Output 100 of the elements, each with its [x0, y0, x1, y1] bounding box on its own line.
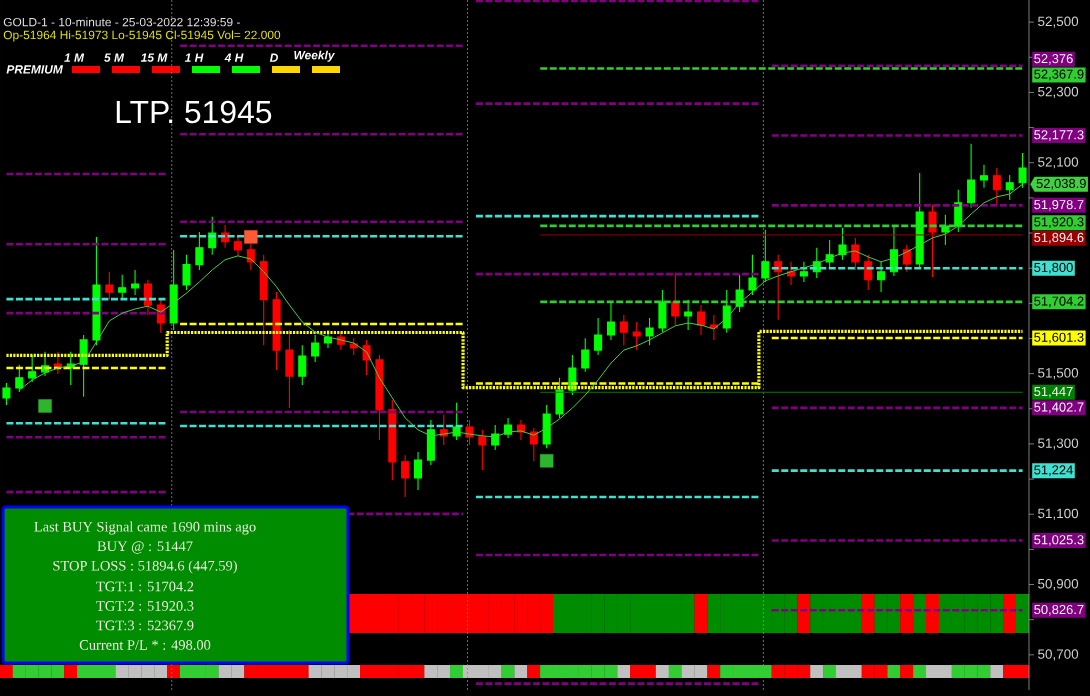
candlestick [851, 237, 860, 271]
candlestick [787, 261, 796, 286]
candlestick [2, 382, 11, 406]
data-label: 52,177.3 [1034, 130, 1084, 141]
candlestick [555, 377, 564, 419]
data-label: 51,978.7 [1034, 200, 1084, 211]
candlestick [208, 216, 217, 256]
y-tick-label: 51,300 [1038, 438, 1079, 450]
candlestick [761, 229, 770, 283]
text: PREMIUM [6, 65, 64, 74]
candlestick [594, 317, 603, 356]
annotation: STOP LOSS : 51894.6 (447.59) [53, 560, 237, 574]
candlestick [838, 227, 847, 261]
candlestick [928, 204, 937, 278]
candlestick [902, 244, 911, 273]
candlestick [388, 399, 397, 481]
data-label: 51,224 [1034, 465, 1073, 476]
candlestick [529, 427, 538, 462]
candlestick [131, 269, 140, 296]
candlestick [169, 249, 178, 331]
candlestick [105, 271, 114, 301]
candlestick [246, 243, 255, 271]
data-label: 52,367.9 [1034, 69, 1084, 81]
candlestick [671, 272, 680, 326]
candlestick [401, 454, 410, 498]
candlestick [28, 354, 37, 383]
annotation: TGT:2 : 51920.3 [96, 601, 194, 611]
candlestick [143, 279, 152, 316]
data-label: 51,402.7 [1034, 402, 1084, 414]
category-label: 1 H [184, 53, 204, 62]
point [38, 399, 52, 413]
category-label: 5 M [104, 53, 125, 62]
candlestick [375, 354, 384, 441]
y-tick-label: 52,100 [1038, 157, 1079, 169]
y-tick-label: 51,500 [1038, 368, 1079, 380]
candlestick [118, 274, 127, 299]
candlestick [452, 402, 461, 441]
candlestick [491, 424, 500, 451]
candlestick [684, 299, 693, 331]
category-label: 1 M [64, 53, 85, 62]
candlestick [92, 236, 101, 346]
y-tick-label: 52,500 [1038, 16, 1079, 28]
candlestick [658, 289, 667, 333]
y-tick-label: 50,900 [1038, 578, 1079, 591]
candlestick [311, 334, 320, 363]
candlestick [1005, 174, 1014, 201]
category-label: 4 H [224, 53, 244, 62]
annotation: LTP. 51945 [116, 100, 272, 124]
y-tick-label: 51,100 [1038, 508, 1079, 520]
candlestick [645, 317, 654, 346]
candlestick [323, 329, 333, 349]
candlestick [877, 261, 886, 293]
category-label: Weekly [294, 50, 335, 62]
data-label: 51,025.3 [1034, 535, 1084, 546]
y-tick-label: 50,700 [1038, 649, 1079, 661]
candlestick [889, 226, 898, 277]
candlestick [696, 304, 706, 336]
candlestick [465, 419, 474, 446]
data-label: 51,800 [1034, 262, 1073, 274]
candlestick [542, 404, 551, 449]
annotation: TGT:3 : 52367.9 [96, 620, 194, 631]
data-label: 52,376 [1034, 54, 1073, 65]
y-tick-label: 52,300 [1038, 86, 1079, 98]
candlestick [915, 172, 924, 269]
category-label: D [269, 53, 278, 62]
data-label: 52,038.9 [1036, 178, 1086, 190]
data-label: 51,920.3 [1034, 217, 1084, 228]
candlestick [799, 261, 808, 283]
data-label: 51,894.6 [1034, 232, 1084, 244]
data-label: 51,601.3 [1034, 332, 1084, 344]
candlestick [619, 314, 628, 346]
candlestick [735, 274, 744, 313]
candlestick [426, 419, 435, 466]
text: GOLD-1 - 10-minute - 25-03-2022 12:39:59 - [3, 17, 240, 27]
candlestick [606, 302, 615, 341]
candlestick [967, 143, 976, 209]
candlestick [581, 337, 590, 373]
annotation: Last BUY Signal came 1690 mins ago [34, 521, 256, 535]
candlestick [992, 167, 1001, 206]
annotation: Current P/L * : 498.00 [79, 640, 211, 650]
data-label: 51,704.2 [1034, 296, 1084, 308]
candlestick [941, 214, 950, 246]
candlestick [632, 321, 641, 351]
point [244, 230, 258, 244]
candlestick [272, 291, 281, 371]
candlestick [774, 254, 783, 321]
candlestick [722, 289, 731, 334]
candlestick [709, 314, 718, 341]
candlestick [15, 364, 24, 393]
candlestick [478, 429, 487, 471]
candlestick [349, 337, 358, 356]
point [539, 454, 554, 468]
data-label: 50,826.7 [1034, 604, 1084, 616]
candlestick [195, 231, 204, 271]
candlestick [221, 224, 230, 249]
data-label: 51,447 [1034, 386, 1073, 398]
annotation: BUY @ : 51447 [97, 541, 193, 554]
candlestick [864, 254, 873, 291]
annotation: TGT:1 : 51704.2 [96, 581, 194, 592]
text: Op-51964 Hi-51973 Lo-51945 Cl-51945 Vol= 22.000 [3, 30, 281, 42]
